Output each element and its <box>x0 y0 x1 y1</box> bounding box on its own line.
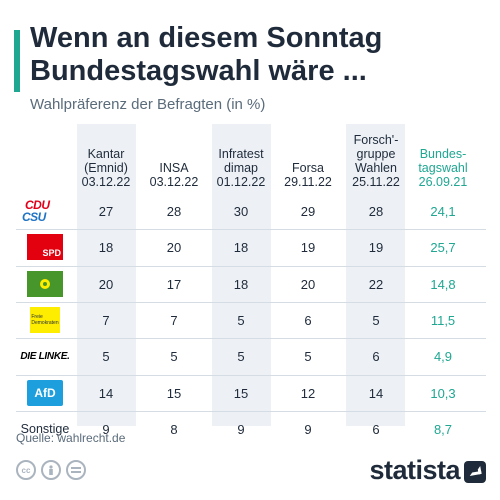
table-cell: 29 <box>300 203 316 219</box>
gruene-logo-icon <box>27 271 63 297</box>
table-cell: 5 <box>237 348 245 364</box>
afd-logo-icon: AfD <box>27 380 63 406</box>
table-cell: 14 <box>368 385 384 401</box>
table-cell: 5 <box>237 312 245 328</box>
cdu-csu-logo-icon: CDU CSU <box>22 198 68 224</box>
license-icons: cc <box>16 460 86 480</box>
column-header-name: Kantar (Emnid) <box>84 147 128 175</box>
table-cell: 12 <box>300 385 316 401</box>
column-header-date: 29.11.22 <box>284 175 332 189</box>
table-cell: 6 <box>372 348 380 364</box>
table-cell: 19 <box>300 239 316 255</box>
row-divider <box>16 338 486 339</box>
table-cell: 4,9 <box>433 348 453 364</box>
table-cell: 18 <box>233 276 249 292</box>
party-label: Sonstige <box>20 422 70 436</box>
column-header-name: Forsa <box>292 161 324 175</box>
table-cell: 9 <box>304 421 312 437</box>
table-cell: 10,3 <box>430 385 456 401</box>
equals-icon[interactable] <box>66 460 86 480</box>
column-header-name: Infratest dimap <box>218 147 264 175</box>
chart-subtitle: Wahlpräferenz der Befragten (in %) <box>30 96 266 113</box>
table-cell: 8,7 <box>433 421 453 437</box>
party-cell: Sonstige <box>18 411 72 447</box>
column-header-date: 26.09.21 <box>418 175 468 189</box>
table-cell: 17 <box>166 276 182 292</box>
table-cell: 6 <box>304 312 312 328</box>
table-cell: 6 <box>372 421 380 437</box>
row-divider <box>16 302 486 303</box>
table-cell: 14,8 <box>430 276 456 292</box>
table-cell: 7 <box>102 312 110 328</box>
table-cell: 11,5 <box>430 312 456 328</box>
table-cell: 9 <box>102 421 110 437</box>
spd-logo-icon: SPD <box>27 234 63 260</box>
table-cell: 22 <box>368 276 384 292</box>
table-cell: 19 <box>368 239 384 255</box>
column-header: Bundes-tagswahl 26.09.21 <box>408 126 478 190</box>
row-divider <box>16 266 486 267</box>
person-icon[interactable] <box>41 460 61 480</box>
table-cell: 18 <box>233 239 249 255</box>
csu-logo-text: CSU <box>22 210 46 224</box>
table-cell: 15 <box>233 385 249 401</box>
statista-wordmark: statista <box>369 455 460 485</box>
table-cell: 5 <box>304 348 312 364</box>
chart-title: Wenn an diesem Sonntag Bundestagswahl wä… <box>30 22 383 87</box>
table-cell: 28 <box>166 203 182 219</box>
party-cell: AfD <box>18 375 72 411</box>
row-divider <box>16 229 486 230</box>
row-divider <box>16 375 486 376</box>
column-header-name: Forsch'-gruppe Wahlen <box>353 133 399 175</box>
table-cell: 20 <box>166 239 182 255</box>
table-cell: 18 <box>98 239 114 255</box>
column-header: INSA 03.12.22 <box>139 126 209 190</box>
party-cell: Freie Demokraten <box>18 302 72 338</box>
table-cell: 8 <box>170 421 178 437</box>
table-cell: 28 <box>368 203 384 219</box>
statista-logo-icon <box>464 461 486 483</box>
column-header-date: 01.12.22 <box>216 175 266 189</box>
party-cell: CDU CSU <box>18 193 72 229</box>
column-header-date: 25.11.22 <box>352 175 400 189</box>
linke-logo-icon: DIE LINKE. <box>20 350 70 362</box>
table-cell: 24,1 <box>430 203 456 219</box>
table-cell: 5 <box>372 312 380 328</box>
column-header-date: 03.12.22 <box>149 175 199 189</box>
table-cell: 30 <box>233 203 249 219</box>
party-cell: DIE LINKE. <box>18 338 72 374</box>
source-note: Quelle: wahlrecht.de <box>16 431 126 445</box>
table-cell: 25,7 <box>430 239 456 255</box>
table-cell: 5 <box>102 348 110 364</box>
table-cell: 20 <box>98 276 114 292</box>
column-header: Forsch'-gruppe Wahlen 25.11.22 <box>341 126 411 190</box>
table-cell: 27 <box>98 203 114 219</box>
title-accent-bar <box>14 30 20 92</box>
column-header-name: INSA <box>159 161 189 175</box>
column-header: Infratest dimap 01.12.22 <box>206 126 276 190</box>
cc-icon[interactable]: cc <box>16 460 36 480</box>
cdu-logo-text: CDU <box>25 198 50 212</box>
column-header: Forsa 29.11.22 <box>273 126 343 190</box>
table-cell: 7 <box>170 312 178 328</box>
column-header-date: 03.12.22 <box>81 175 131 189</box>
table-cell: 20 <box>300 276 316 292</box>
party-cell: SPD <box>18 229 72 265</box>
table-cell: 14 <box>98 385 114 401</box>
column-header-name: Bundes-tagswahl <box>418 147 468 175</box>
party-cell <box>18 266 72 302</box>
column-header: Kantar (Emnid) 03.12.22 <box>71 126 141 190</box>
table-cell: 15 <box>166 385 182 401</box>
table-cell: 5 <box>170 348 178 364</box>
row-divider <box>16 411 486 412</box>
fdp-logo-icon: Freie Demokraten <box>30 307 60 333</box>
table-cell: 9 <box>237 421 245 437</box>
